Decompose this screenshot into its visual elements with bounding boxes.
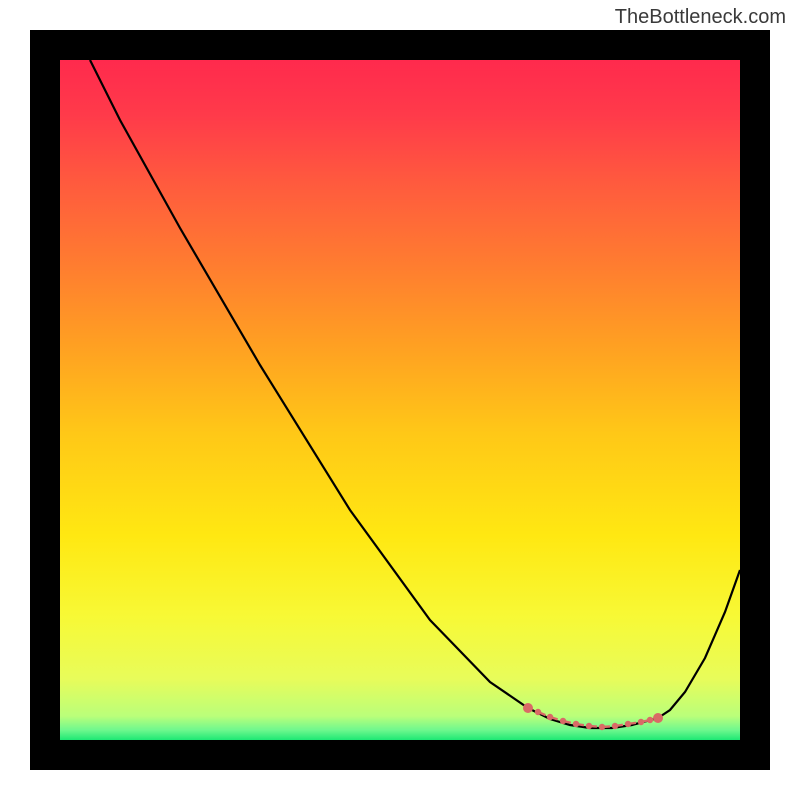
chart-frame (30, 30, 770, 770)
watermark-text: TheBottleneck.com (615, 6, 786, 29)
plot-background (60, 60, 740, 740)
chart-svg (30, 30, 770, 770)
